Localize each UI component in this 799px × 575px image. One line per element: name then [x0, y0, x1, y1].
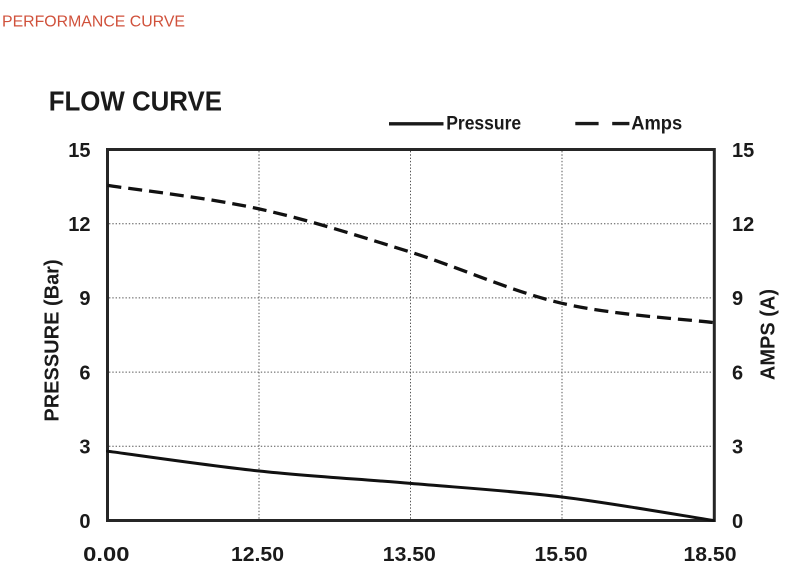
svg-text:PRESSURE (Bar): PRESSURE (Bar)	[42, 259, 64, 421]
svg-text:12: 12	[732, 214, 754, 236]
svg-text:6: 6	[732, 362, 743, 384]
svg-text:9: 9	[79, 288, 90, 310]
svg-text:15.50: 15.50	[535, 544, 588, 566]
svg-text:13.50: 13.50	[383, 544, 436, 566]
svg-text:FLOW CURVE: FLOW CURVE	[49, 86, 222, 117]
svg-text:12: 12	[68, 214, 90, 236]
svg-text:18.50: 18.50	[684, 544, 737, 566]
svg-text:6: 6	[79, 362, 90, 384]
svg-text:9: 9	[732, 288, 743, 310]
svg-text:0: 0	[732, 511, 743, 533]
svg-text:Pressure: Pressure	[446, 114, 521, 135]
svg-text:PERFORMANCE CURVE: PERFORMANCE CURVE	[2, 13, 185, 30]
svg-text:AMPS (A): AMPS (A)	[758, 289, 780, 380]
svg-text:Amps: Amps	[631, 114, 682, 135]
svg-text:15: 15	[732, 140, 754, 162]
svg-text:3: 3	[79, 437, 90, 459]
svg-text:0: 0	[79, 511, 90, 533]
svg-text:0.00: 0.00	[83, 544, 129, 566]
svg-text:15: 15	[68, 140, 90, 162]
svg-text:3: 3	[732, 437, 743, 459]
svg-text:12.50: 12.50	[231, 544, 284, 566]
